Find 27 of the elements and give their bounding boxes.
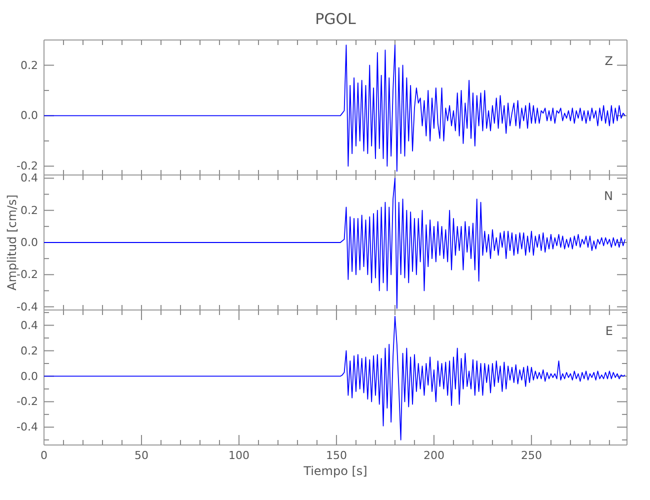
- x-tick-label: 200: [423, 448, 444, 462]
- line-series: [44, 44, 626, 172]
- y-tick-label: -0.4: [16, 300, 38, 314]
- y-axis-title: Amplitud [cm/s]: [5, 194, 19, 290]
- x-axis-title: Tiempo [s]: [302, 464, 368, 478]
- x-tick-label: 150: [326, 448, 347, 462]
- y-tick-label: -0.2: [16, 395, 38, 408]
- y-tick-label: 0.2: [20, 58, 38, 72]
- y-tick-label: 0.2: [20, 204, 38, 217]
- y-tick-label: 0.0: [20, 236, 38, 250]
- x-tick-label: 50: [134, 448, 148, 462]
- annotation: Z: [604, 54, 613, 68]
- annotation: N: [604, 189, 613, 203]
- annotation: E: [605, 324, 613, 338]
- x-tick-label: 0: [40, 448, 48, 462]
- y-tick-label: -0.4: [16, 420, 38, 434]
- y-tick-label: 0.2: [20, 344, 38, 358]
- y-tick-label: 0.4: [20, 318, 38, 332]
- y-tick-label: -0.2: [16, 268, 38, 282]
- chart-title: PGOL: [315, 10, 357, 28]
- x-tick-label: 100: [228, 448, 250, 462]
- line-series: [44, 316, 626, 440]
- y-tick-label: 0.0: [20, 370, 38, 383]
- x-tick-label: 250: [520, 448, 542, 462]
- y-tick-label: 0.0: [20, 109, 38, 122]
- y-tick-label: 0.4: [20, 172, 38, 185]
- y-tick-label: -0.2: [16, 160, 38, 173]
